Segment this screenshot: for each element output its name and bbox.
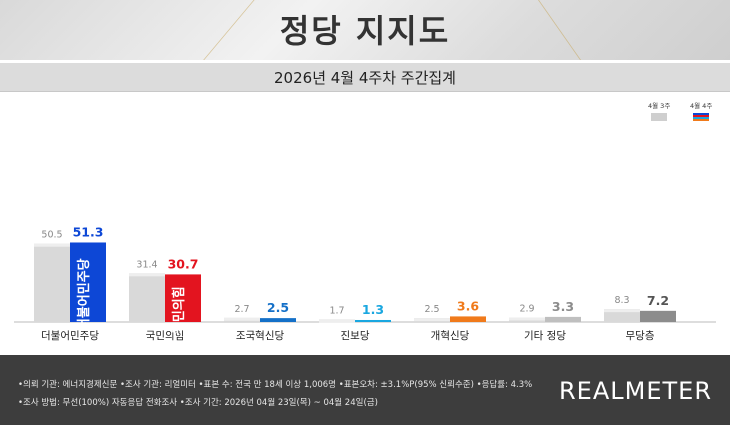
bar-prev-top [414, 318, 450, 322]
people-power-party-logo: 국민의힘 [171, 286, 187, 334]
value-label-prev: 2.7 [234, 304, 249, 315]
value-label-curr: 7.2 [647, 293, 669, 308]
bar-chart: 50.5 51.3 더불어민주당 31.4 30.7 국민의힘 2.7 2.5 조국혁신당 1.7… [14, 224, 716, 342]
value-label-curr: 3.6 [457, 298, 479, 313]
bar-prev-top [224, 317, 260, 321]
value-label-curr: 2.5 [267, 300, 289, 315]
category-label: 조국혁신당 [236, 330, 285, 342]
value-label-prev: 2.9 [519, 304, 534, 315]
header-banner [0, 0, 730, 60]
value-label-curr: 1.3 [362, 302, 384, 317]
category-label: 진보당 [341, 330, 370, 342]
bar-prev-top [129, 273, 165, 277]
bar-prev [604, 309, 640, 322]
value-label-prev: 2.5 [424, 304, 439, 315]
category-label: 개혁신당 [431, 330, 470, 342]
value-label-curr: 51.3 [73, 224, 104, 239]
value-label-prev: 1.7 [329, 305, 344, 316]
bar-curr [70, 242, 106, 322]
legend-curr-label: 4월 4주 [690, 102, 713, 110]
democratic-party-logo: 더불어민주당 [76, 258, 92, 330]
value-label-prev: 31.4 [136, 259, 157, 270]
realmeter-logo: REALMETER [559, 377, 712, 405]
methodology-note-1: •의뢰 기관: 에너지경제신문 •조사 기관: 리얼미터 •표본 수: 전국 만… [18, 380, 533, 390]
bar-curr [165, 274, 201, 322]
subtitle-bar [0, 63, 730, 92]
bar-curr [640, 310, 676, 322]
legend-prev: 4월 3주 [648, 100, 670, 121]
footer-panel [0, 355, 730, 425]
category-label: 무당층 [626, 330, 655, 342]
page-title: 정당 지지도 [279, 12, 451, 50]
value-label-prev: 50.5 [41, 230, 62, 241]
bar-prev-top [509, 317, 545, 321]
bar-prev-top [319, 319, 355, 323]
bar-curr [450, 316, 486, 322]
bar-prev-top [604, 309, 640, 313]
legend-curr-swatch [693, 113, 710, 121]
bar-prev [129, 273, 165, 322]
value-label-prev: 8.3 [614, 295, 629, 306]
bar-prev-top [34, 243, 70, 247]
bar-prev [34, 243, 70, 322]
value-label-curr: 3.3 [552, 299, 574, 314]
bar-curr [260, 318, 296, 322]
category-label: 기타 정당 [524, 330, 566, 342]
category-label: 국민의힘 [146, 330, 185, 342]
legend-prev-swatch [651, 113, 668, 121]
legend-curr: 4월 4주 [690, 100, 712, 121]
methodology-note-2: •조사 방법: 무선(100%) 자동응답 전화조사 •조사 기간: 2026년… [18, 398, 378, 408]
bar-curr [355, 319, 391, 322]
category-label: 더불어민주당 [41, 330, 99, 342]
bar-curr [545, 316, 581, 322]
chart-subtitle: 2026년 4월 4주차 주간집계 [274, 69, 456, 87]
value-label-curr: 30.7 [168, 256, 199, 271]
legend-prev-label: 4월 3주 [648, 102, 671, 110]
